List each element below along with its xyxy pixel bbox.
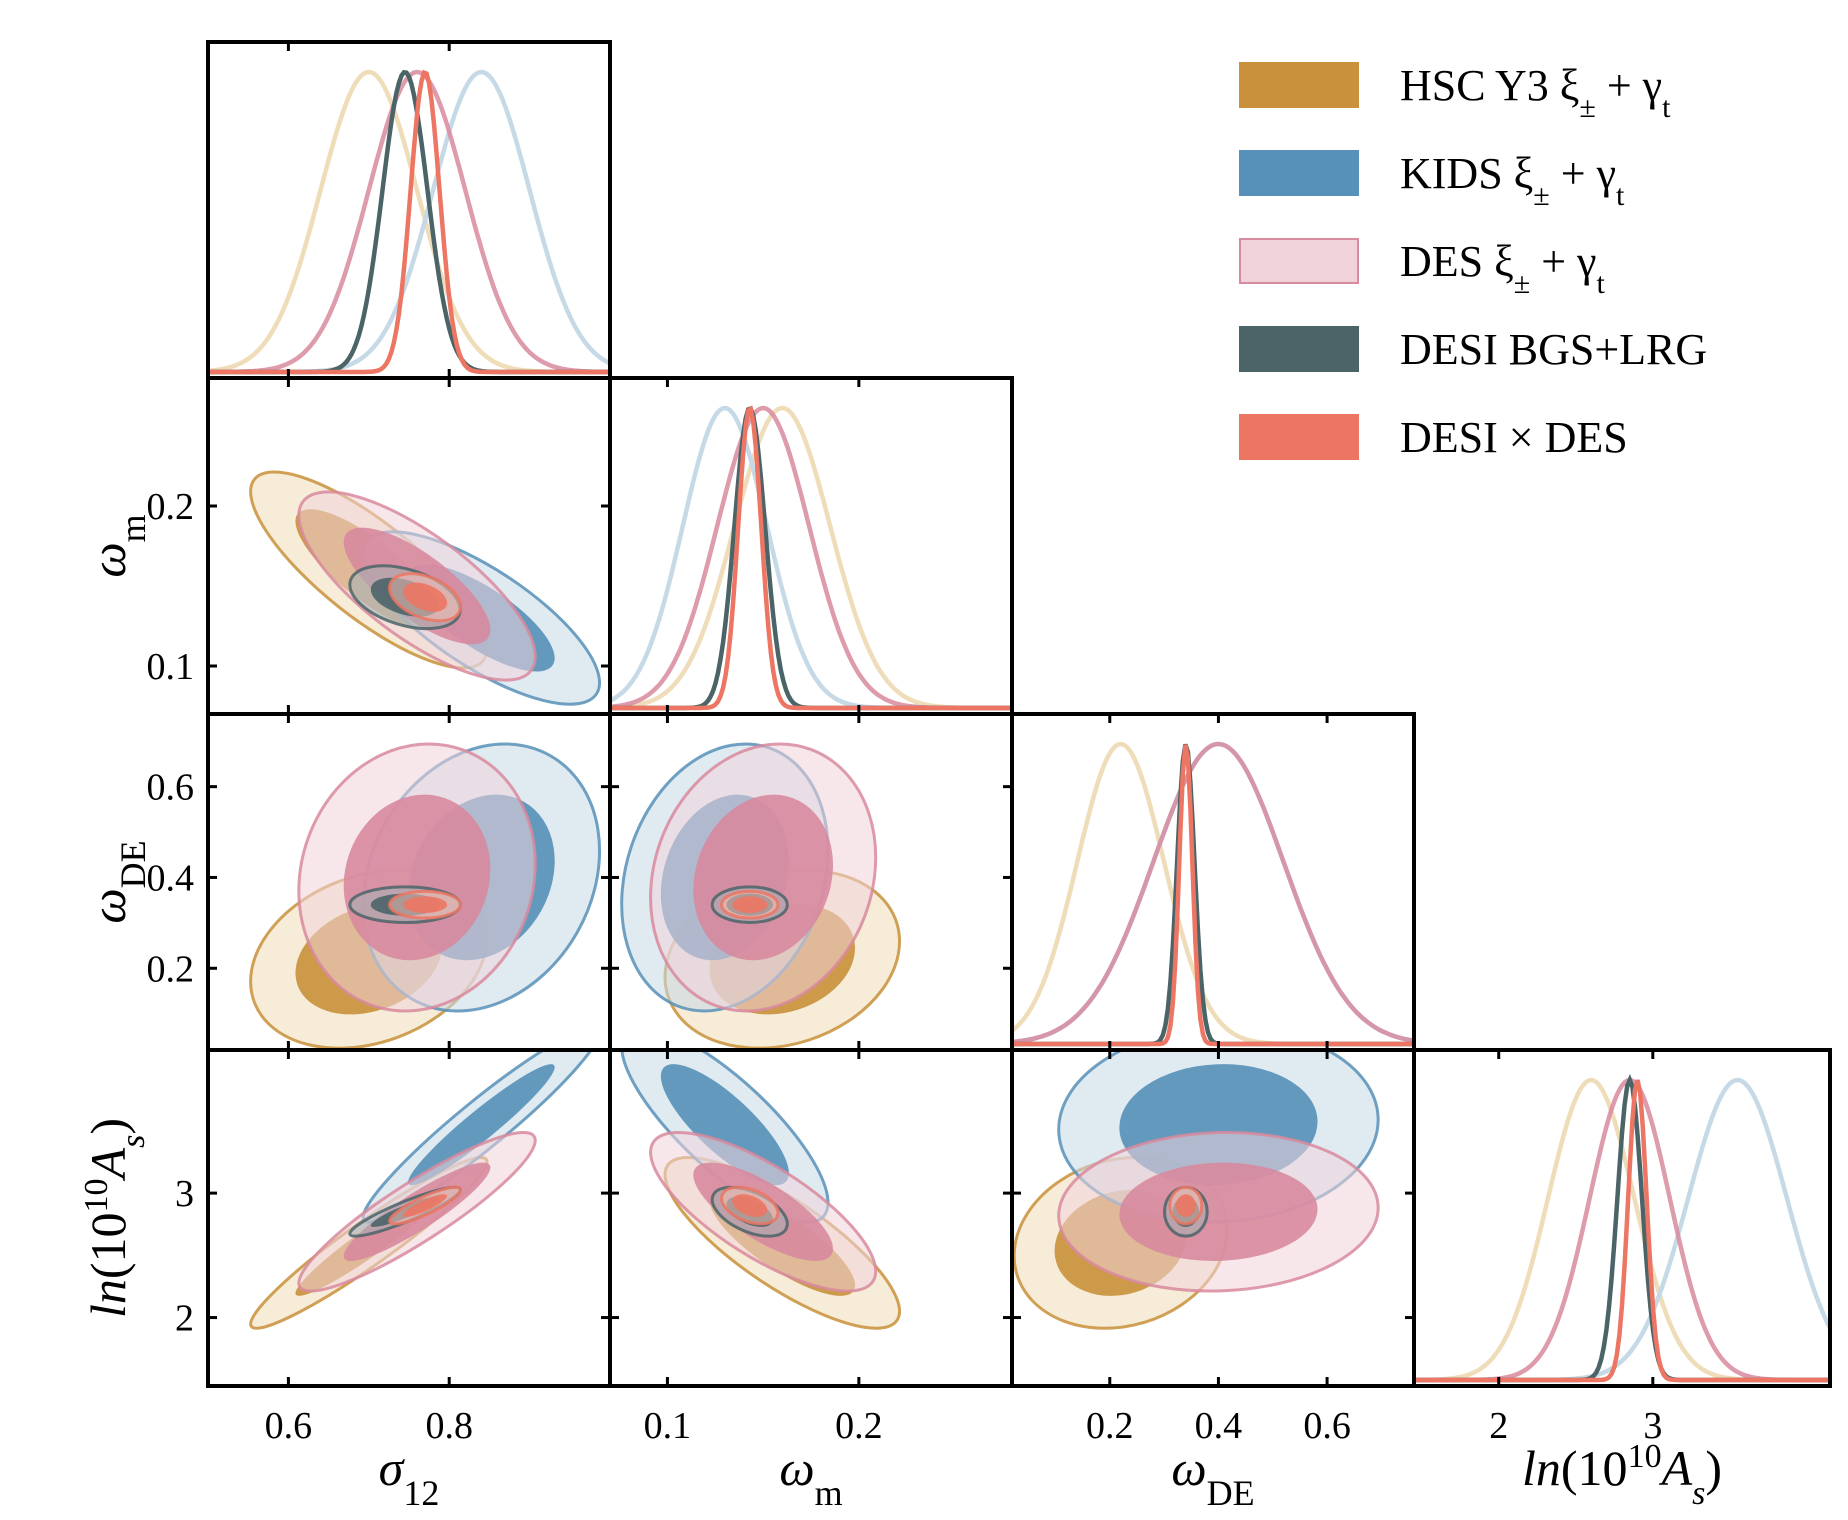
legend: HSC Y3 ξ± + γt KIDS ξ± + γt DES ξ± + γt DES… bbox=[1239, 61, 1707, 462]
marginal-curve-series-3 bbox=[1012, 743, 1414, 1047]
marginal-om bbox=[610, 405, 1012, 711]
x-tick-label-s12: 0.6 bbox=[265, 1405, 313, 1447]
contour-68-series-1 bbox=[408, 1064, 555, 1186]
legend-label-1: KIDS ξ± + γt bbox=[1400, 149, 1625, 212]
x-tick-label-ode: 0.4 bbox=[1195, 1405, 1243, 1447]
contour-68-series-4 bbox=[403, 1194, 448, 1217]
x-tick-label-om: 0.1 bbox=[644, 1405, 692, 1447]
marginal-ode bbox=[1012, 741, 1414, 1047]
marginal-curve-series-2 bbox=[1012, 741, 1414, 1045]
contour-68-series-4 bbox=[732, 896, 768, 913]
panel-ode-vs-s12 bbox=[249, 742, 602, 1050]
contour-68-series-4 bbox=[732, 1194, 768, 1217]
legend-swatch-2 bbox=[1239, 238, 1359, 284]
contour-68-series-2 bbox=[1119, 1162, 1318, 1261]
x-axis-label-ode: ωDE bbox=[1171, 1440, 1254, 1513]
marginal-curve-series-0 bbox=[1012, 741, 1414, 1047]
marginal-s12 bbox=[208, 69, 610, 375]
x-axis-label-lnAs: ln(1010As) bbox=[1522, 1438, 1722, 1512]
contour-68-series-4 bbox=[403, 582, 448, 612]
legend-swatch-3 bbox=[1239, 326, 1359, 372]
x-axis-label-om: ωm bbox=[779, 1440, 842, 1513]
panel-lnAs-vs-om bbox=[620, 1050, 902, 1330]
legend-label-0: HSC Y3 ξ± + γt bbox=[1400, 61, 1671, 124]
y-axis-label-lnAs: ln(1010As) bbox=[78, 1118, 152, 1318]
marginal-curve-series-1 bbox=[1012, 741, 1414, 1045]
legend-label-2: DES ξ± + γt bbox=[1400, 237, 1605, 300]
marginal-lnAs bbox=[1414, 1073, 1830, 1383]
legend-swatch-0 bbox=[1239, 62, 1359, 108]
x-tick-label-ode: 0.2 bbox=[1086, 1405, 1134, 1447]
y-tick-label-ode: 0.6 bbox=[147, 767, 195, 809]
legend-swatch-4 bbox=[1239, 414, 1359, 460]
legend-label-3: DESI BGS+LRG bbox=[1400, 325, 1707, 374]
y-axis-label-om: ωm bbox=[80, 514, 153, 577]
x-tick-label-lnAs: 3 bbox=[1643, 1405, 1662, 1447]
y-tick-label-om: 0.1 bbox=[147, 646, 195, 688]
panel-lnAs-vs-s12 bbox=[249, 1050, 602, 1330]
y-tick-label-ode: 0.4 bbox=[147, 857, 195, 899]
x-tick-label-ode: 0.6 bbox=[1303, 1405, 1351, 1447]
panel-ode-vs-om bbox=[620, 742, 902, 1050]
x-axis-label-s12: σ12 bbox=[379, 1440, 440, 1513]
y-tick-label-lnAs: 2 bbox=[175, 1298, 194, 1340]
marginal-curve-series-4 bbox=[1012, 744, 1414, 1047]
legend-label-4: DESI × DES bbox=[1400, 413, 1628, 462]
panel-frame bbox=[1412, 1048, 1832, 1388]
x-tick-label-om: 0.2 bbox=[835, 1405, 883, 1447]
contour-68-series-4 bbox=[403, 896, 448, 913]
y-tick-label-lnAs: 3 bbox=[175, 1173, 194, 1215]
marginal-curve-series-4 bbox=[208, 69, 610, 375]
legend-swatch-1 bbox=[1239, 150, 1359, 196]
y-axis-label-ode: ωDE bbox=[80, 840, 153, 923]
panel-lnAs-vs-ode bbox=[1012, 1050, 1380, 1330]
y-tick-label-ode: 0.2 bbox=[147, 948, 195, 990]
panel-om-vs-s12 bbox=[249, 470, 602, 706]
marginal-curve-series-0 bbox=[610, 405, 1012, 711]
panel-frame bbox=[608, 376, 1014, 716]
x-tick-label-lnAs: 2 bbox=[1489, 1405, 1508, 1447]
y-tick-label-om: 0.2 bbox=[147, 486, 195, 528]
x-tick-label-s12: 0.8 bbox=[425, 1405, 473, 1447]
marginal-curve-series-4 bbox=[610, 405, 1012, 711]
marginal-curve-series-4 bbox=[1414, 1079, 1830, 1383]
contour-68-series-4 bbox=[1175, 1194, 1196, 1217]
